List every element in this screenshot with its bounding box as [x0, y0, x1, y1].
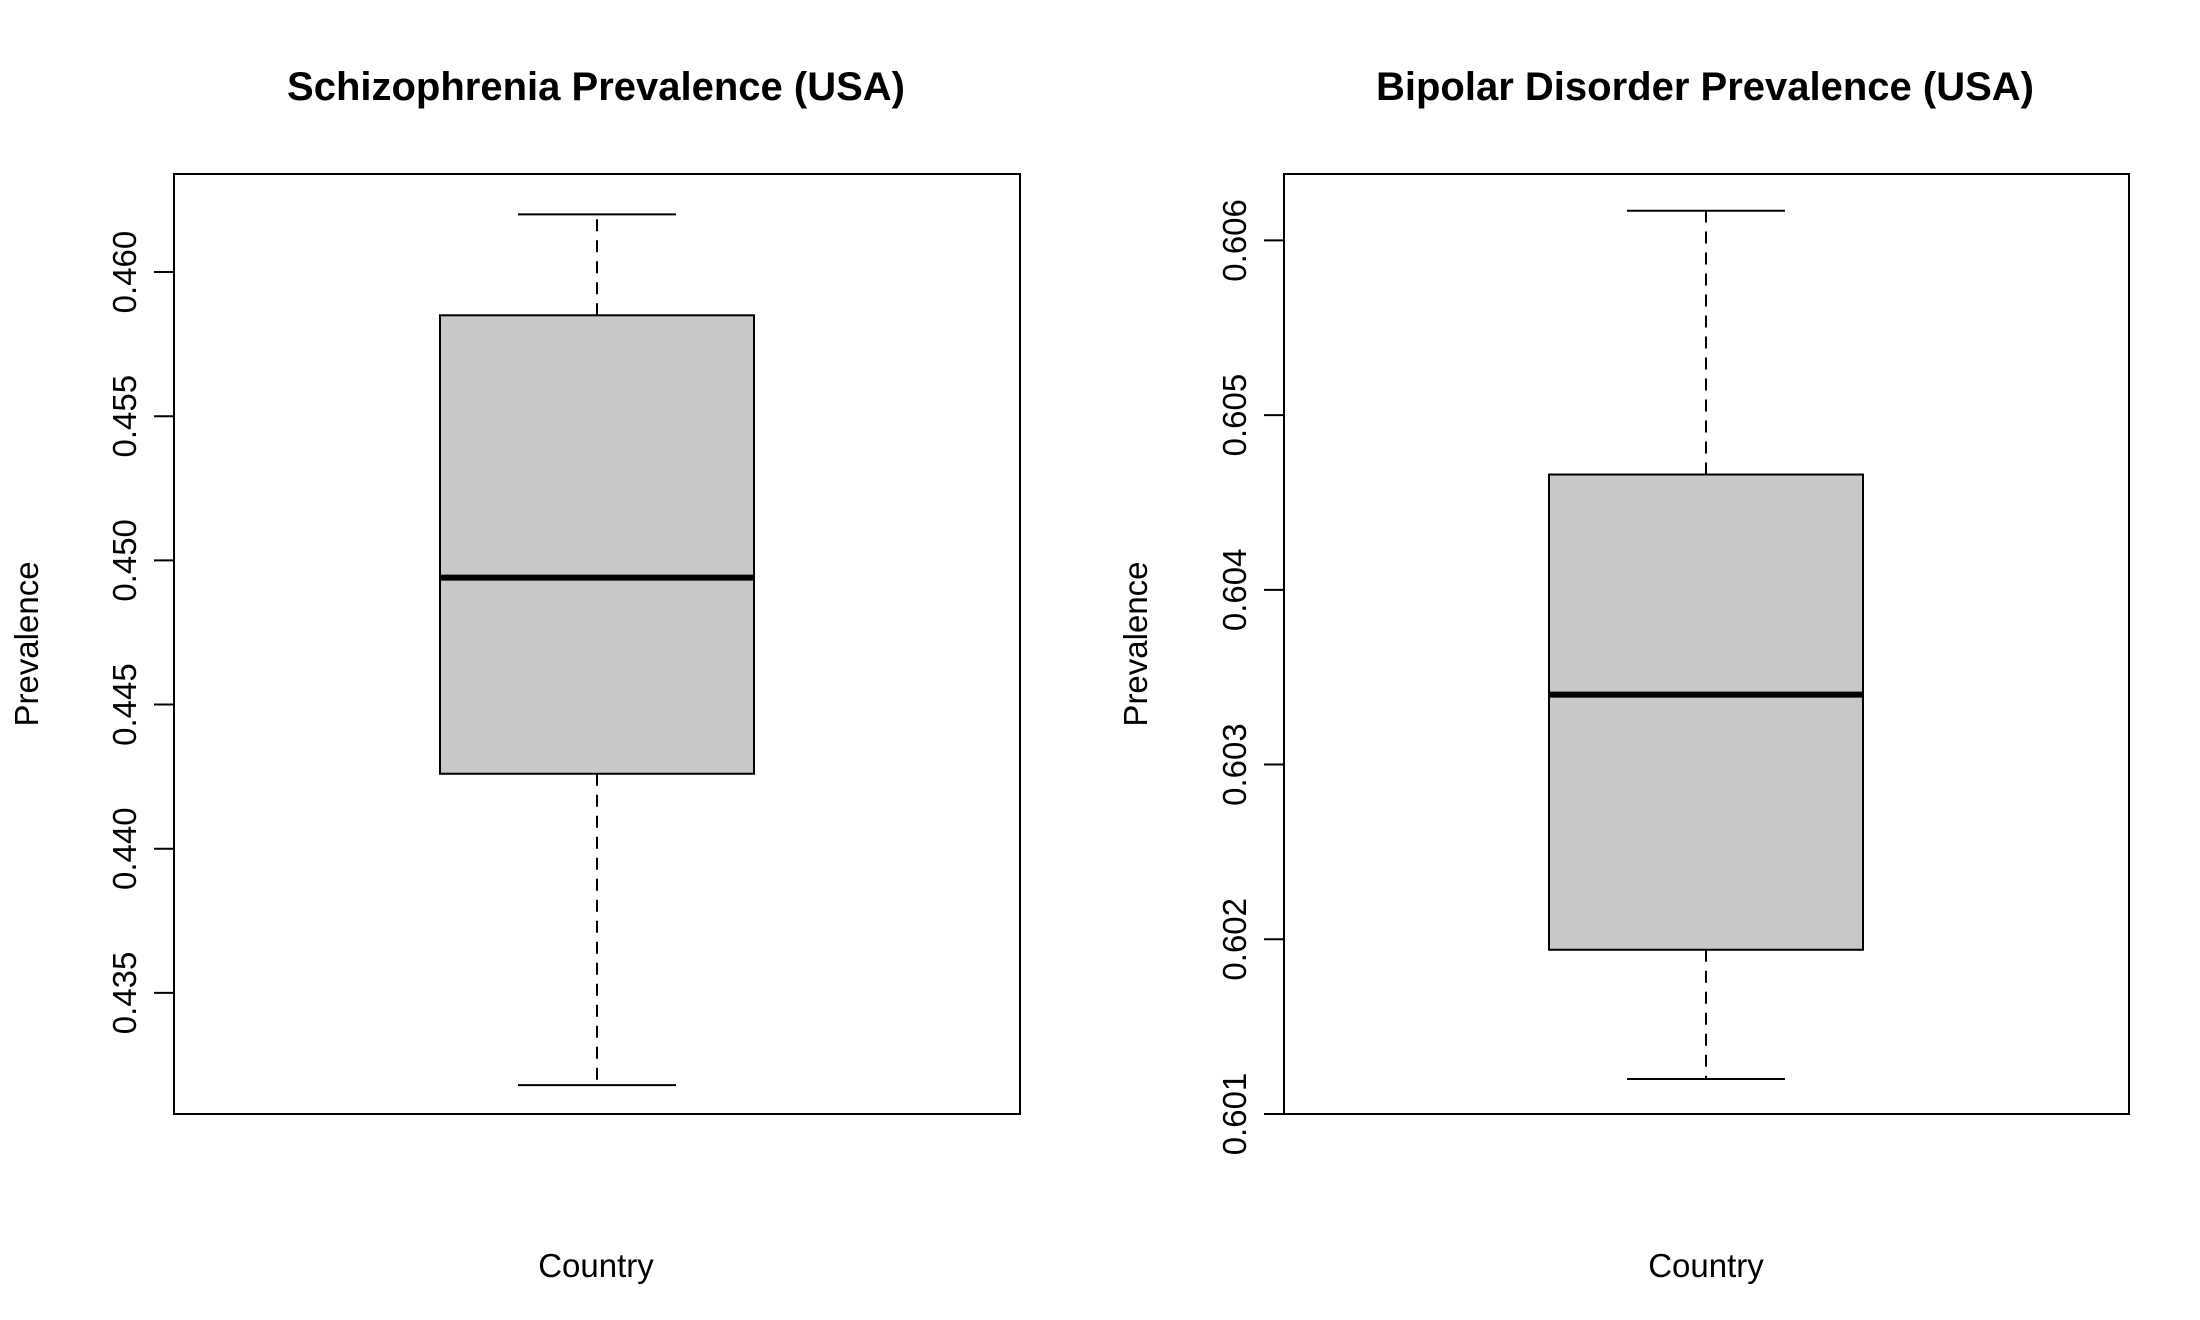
- y-tick-label: 0.602: [1216, 898, 1253, 981]
- y-tick-label: 0.603: [1216, 723, 1253, 806]
- boxplot: [1548, 209, 1864, 1081]
- y-tick-label: 0.605: [1216, 374, 1253, 457]
- plot-frame: [1283, 173, 2130, 1115]
- chart-title: Bipolar Disorder Prevalence (USA): [1376, 65, 2034, 109]
- y-tick-label: 0.455: [106, 375, 143, 458]
- y-tick-label: 0.604: [1216, 549, 1253, 632]
- boxplot: [439, 213, 755, 1087]
- y-tick-label: 0.606: [1216, 199, 1253, 282]
- chart-panel-schizophrenia: Schizophrenia Prevalence (USA) 0.435 0.44…: [8, 65, 1021, 1284]
- iqr-box: [1548, 473, 1864, 951]
- y-tick-label: 0.445: [106, 663, 143, 746]
- y-axis-label: Prevalence: [1117, 561, 1154, 726]
- y-tick-label: 0.601: [1216, 1073, 1253, 1156]
- chart-title: Schizophrenia Prevalence (USA): [287, 65, 905, 109]
- chart-panel-bipolar: Bipolar Disorder Prevalence (USA) 0.6010…: [1117, 65, 2130, 1284]
- x-axis-label: Country: [1648, 1247, 1764, 1284]
- y-tick-label: 0.435: [106, 952, 143, 1035]
- y-tick-label: 0.450: [106, 519, 143, 602]
- y-axis: 0.435 0.440 0.445 0.450 0.455 0.460: [106, 231, 174, 1034]
- x-axis-label: Country: [538, 1247, 654, 1284]
- y-tick-label: 0.440: [106, 807, 143, 890]
- y-axis: 0.601 0.602 0.603 0.604 0.605 0.606: [1216, 199, 1284, 1155]
- y-axis-label: Prevalence: [8, 561, 45, 726]
- iqr-box: [439, 314, 755, 775]
- y-tick-label: 0.460: [106, 231, 143, 314]
- plot-frame: [173, 173, 1021, 1115]
